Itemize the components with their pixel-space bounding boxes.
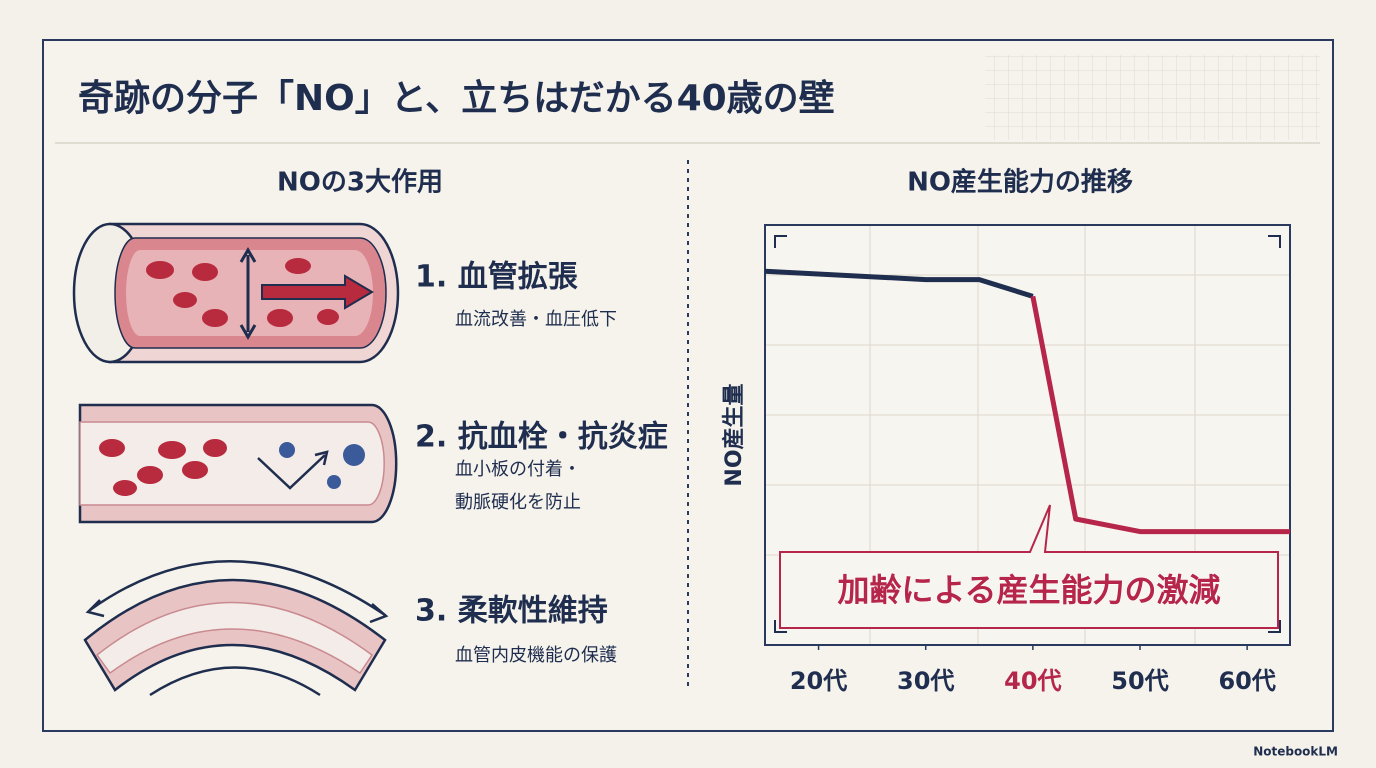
vessel-illustration-1 bbox=[72, 222, 400, 364]
x-tick-label: 20代 bbox=[790, 667, 847, 695]
chart-title: NO産生能力の推移 bbox=[907, 167, 1133, 198]
annotation-box bbox=[779, 504, 1279, 629]
item-title: 1. 血管拡張 bbox=[415, 260, 578, 295]
item-title: 3. 柔軟性維持 bbox=[415, 594, 608, 629]
item-text: 動脈硬化を防止 bbox=[455, 492, 581, 513]
line-series bbox=[764, 268, 1034, 299]
item-text: 血流改善・血圧低下 bbox=[455, 309, 617, 330]
vessel-illustration-2 bbox=[78, 403, 398, 524]
x-tick-label: 50代 bbox=[1111, 667, 1168, 695]
x-tick-label: 40代 bbox=[1004, 667, 1061, 695]
left-heading: NOの3大作用 bbox=[277, 168, 443, 198]
line-series bbox=[1030, 295, 1290, 535]
x-tick-label: 60代 bbox=[1218, 667, 1275, 695]
x-tick-label: 30代 bbox=[897, 667, 954, 695]
annotation: 加齢による産生能力の激減 bbox=[837, 571, 1220, 609]
corner-marks bbox=[774, 235, 1281, 633]
item-text: 血小板の付着・ bbox=[455, 459, 581, 480]
item-title: 2. 抗血栓・抗炎症 bbox=[415, 420, 668, 455]
slide-title: 奇跡の分子「NO」と、立ちはだかる40歳の壁 bbox=[78, 78, 835, 119]
item-text: 血管内皮機能の保護 bbox=[455, 645, 617, 666]
vessel-illustration-3 bbox=[83, 560, 389, 697]
grid-decoration bbox=[985, 55, 1320, 140]
y-axis-label: NO産生量 bbox=[721, 383, 747, 486]
footer: NotebookLM bbox=[1253, 745, 1338, 759]
